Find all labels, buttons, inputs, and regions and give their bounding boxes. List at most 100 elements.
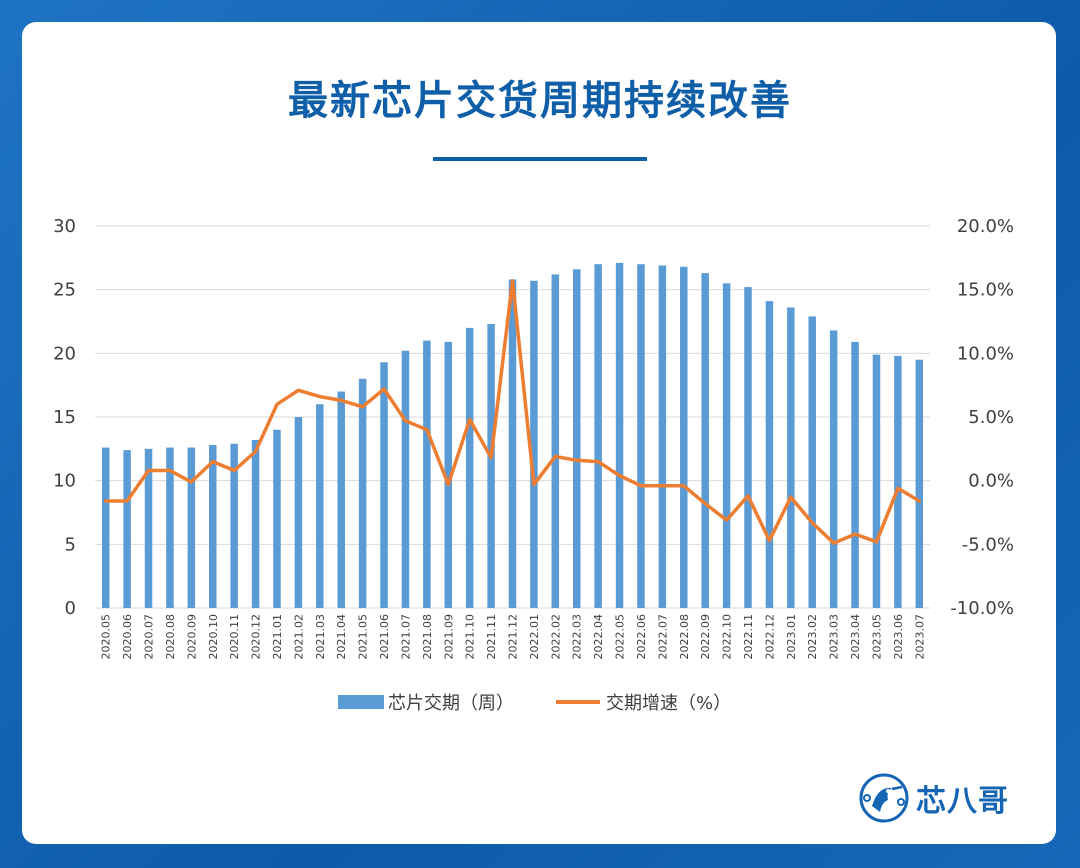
bar [337, 391, 345, 608]
bar [787, 307, 795, 608]
y-left-tick-label: 5 [65, 534, 76, 555]
y-left-tick-label: 15 [53, 407, 76, 428]
x-tick-label: 2020.09 [185, 614, 198, 660]
y-left-tick-label: 0 [65, 598, 76, 619]
brand-logo: 芯八哥 [858, 772, 1009, 824]
bar [594, 264, 602, 608]
y-right-tick-label: 20.0% [957, 216, 1014, 237]
y-left-tick-label: 20 [53, 343, 76, 364]
bar [530, 280, 538, 608]
bar [144, 448, 153, 608]
legend-line-label: 交期增速（%） [606, 693, 731, 714]
y-right-tick-label: 10.0% [957, 343, 1014, 364]
bar [316, 404, 324, 608]
x-tick-label: 2021.06 [378, 614, 391, 660]
bar [294, 417, 303, 608]
x-tick-label: 2021.10 [464, 614, 477, 660]
y-right-tick-label: -10.0% [950, 598, 1014, 619]
x-tick-label: 2022.06 [635, 614, 648, 660]
x-tick-label: 2020.10 [207, 614, 220, 660]
x-tick-label: 2021.07 [399, 614, 412, 660]
bar [508, 279, 517, 608]
x-tick-label: 2020.05 [100, 614, 113, 660]
x-tick-label: 2021.02 [292, 614, 305, 660]
x-tick-label: 2022.11 [742, 614, 755, 660]
bar [251, 439, 260, 608]
x-tick-label: 2020.11 [228, 614, 241, 660]
legend-bar-swatch [338, 695, 384, 709]
bar [615, 262, 624, 608]
x-tick-label: 2022.08 [678, 614, 691, 660]
bar [209, 445, 217, 608]
bar [465, 327, 474, 608]
bar [851, 341, 859, 608]
x-tick-label: 2022.09 [699, 614, 712, 660]
brand-name: 芯八哥 [916, 784, 1009, 819]
bar [101, 447, 110, 608]
x-tick-label: 2022.05 [614, 614, 627, 660]
x-tick-label: 2023.04 [849, 614, 862, 660]
bar [551, 274, 560, 608]
bar [680, 266, 688, 608]
bar [637, 264, 645, 608]
x-tick-label: 2022.03 [571, 614, 584, 660]
bar [358, 378, 367, 608]
bar [423, 340, 431, 608]
bar [894, 355, 902, 608]
bar [444, 341, 453, 608]
y-left-tick-label: 25 [53, 280, 76, 301]
x-tick-label: 2020.06 [121, 614, 134, 660]
x-tick-label: 2022.10 [721, 614, 734, 660]
x-tick-label: 2023.01 [785, 614, 798, 660]
x-tick-label: 2023.02 [806, 614, 819, 660]
y-right-tick-label: 15.0% [957, 280, 1014, 301]
x-tick-label: 2023.03 [828, 614, 841, 660]
bar [658, 265, 667, 608]
x-tick-label: 2021.03 [314, 614, 327, 660]
y-right-tick-label: -5.0% [962, 534, 1014, 555]
x-tick-label: 2022.12 [763, 614, 776, 660]
bar [230, 443, 238, 608]
x-tick-label: 2020.12 [250, 614, 263, 660]
x-tick-label: 2023.06 [892, 614, 905, 660]
bar [765, 301, 774, 608]
bar [273, 429, 281, 608]
y-left-tick-label: 30 [53, 216, 76, 237]
x-tick-label: 2022.07 [656, 614, 669, 660]
x-tick-label: 2021.09 [442, 614, 455, 660]
bar [829, 330, 838, 608]
x-tick-label: 2022.01 [528, 614, 541, 660]
x-tick-label: 2021.08 [421, 614, 434, 660]
legend-bar-label: 芯片交期（周） [388, 693, 514, 714]
x-tick-label: 2022.02 [549, 614, 562, 660]
bar [722, 283, 731, 608]
x-tick-label: 2022.04 [592, 614, 605, 660]
y-right-tick-label: 0.0% [968, 471, 1014, 492]
bar [487, 324, 495, 608]
y-left-tick-label: 10 [53, 471, 76, 492]
x-tick-label: 2023.07 [913, 614, 926, 660]
bar [572, 269, 581, 608]
page-title: 最新芯片交货周期持续改善 [288, 78, 792, 124]
kingfisher-logo-icon [859, 773, 909, 823]
title-underline [433, 157, 647, 161]
x-tick-label: 2020.08 [164, 614, 177, 660]
x-tick-label: 2021.04 [335, 614, 348, 660]
x-tick-label: 2023.05 [870, 614, 883, 660]
bar [915, 359, 924, 608]
bar [808, 316, 816, 608]
x-tick-label: 2021.12 [507, 614, 520, 660]
bar [166, 447, 174, 608]
x-tick-label: 2021.01 [271, 614, 284, 660]
x-tick-label: 2021.05 [357, 614, 370, 660]
x-tick-label: 2021.11 [485, 614, 498, 660]
y-right-tick-label: 5.0% [968, 407, 1014, 428]
bar [187, 447, 196, 608]
bar [123, 450, 131, 608]
bar [380, 362, 388, 608]
bar [872, 354, 881, 608]
bar [401, 350, 410, 608]
x-tick-label: 2020.07 [143, 614, 156, 660]
bar [701, 273, 709, 608]
